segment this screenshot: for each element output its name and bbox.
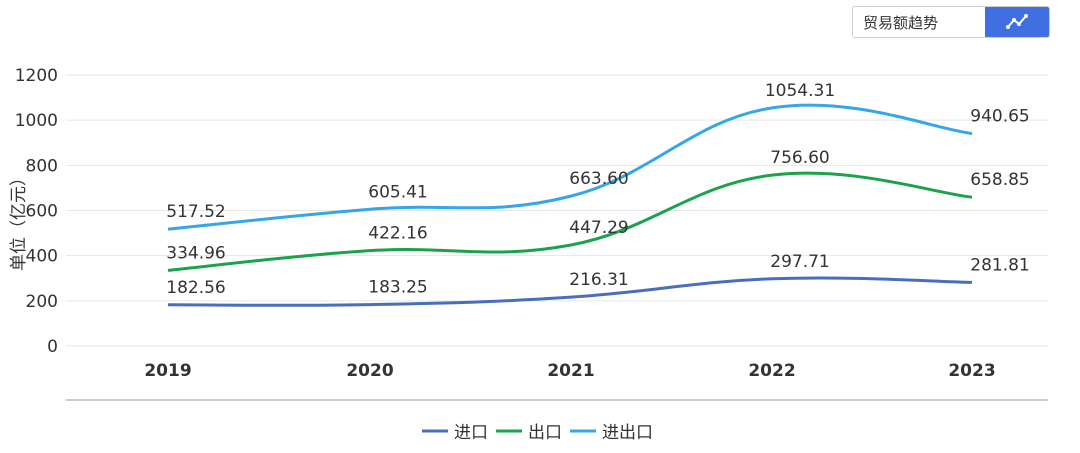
data-label: 756.60 [770,148,829,168]
y-tick-label: 1200 [15,66,58,86]
data-label: 1054.31 [765,81,835,101]
y-axis-ticks: 0 200 400 600 800 1000 1200 [15,66,58,357]
data-label: 658.85 [970,170,1029,190]
data-label: 605.41 [368,182,427,202]
trend-toggle-label[interactable]: 贸易额趋势 [863,13,939,32]
series-line-0 [167,276,973,307]
data-label: 663.60 [569,169,628,189]
legend: 进口 出口 进出口 [422,423,653,443]
y-tick-label: 200 [26,292,58,312]
y-tick-label: 800 [26,156,58,176]
y-tick-label: 1000 [15,111,58,131]
data-label: 281.81 [970,255,1029,275]
x-tick-label: 2023 [948,361,995,381]
x-tick-label: 2019 [144,361,191,381]
data-label: 297.71 [770,252,829,272]
data-label: 216.31 [569,270,628,290]
trend-toggle[interactable]: 贸易额趋势 [852,6,1050,38]
data-label: 940.65 [970,107,1029,127]
x-axis-ticks: 2019 2020 2021 2022 2023 [144,361,995,381]
series-lines [167,103,973,307]
line-chart-icon[interactable] [985,7,1049,37]
series-line-2 [167,103,973,231]
y-tick-label: 600 [26,202,58,222]
legend-label: 出口 [528,423,562,443]
y-axis-label: 单位（亿元） [9,169,29,271]
legend-label: 进出口 [602,423,653,443]
legend-label: 进口 [454,423,488,443]
data-label: 517.52 [166,202,225,222]
data-label: 182.56 [166,278,225,298]
y-tick-label: 0 [47,337,58,357]
x-tick-label: 2022 [748,361,795,381]
data-label: 183.25 [368,278,427,298]
series-line-1 [167,171,973,272]
x-tick-label: 2020 [346,361,393,381]
data-labels: 182.56 183.25 216.31 297.71 281.81 334.96 422.… [166,81,1029,298]
data-label: 447.29 [569,218,628,238]
y-tick-label: 400 [26,247,58,267]
grid-lines [66,74,1048,347]
data-label: 334.96 [166,243,225,263]
data-label: 422.16 [368,224,427,244]
x-tick-label: 2021 [547,361,594,381]
